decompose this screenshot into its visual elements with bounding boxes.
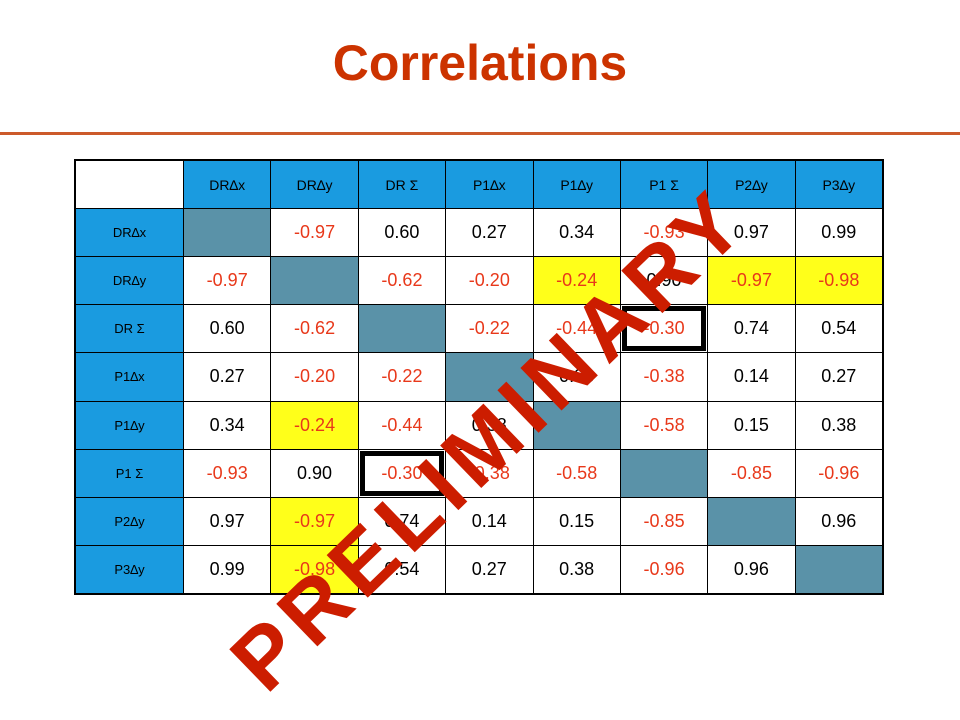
correlation-cell: -0.85 xyxy=(620,497,708,545)
correlation-cell: 0.96 xyxy=(795,497,882,545)
diagonal-cell xyxy=(446,353,533,401)
correlation-cell: 0.96 xyxy=(708,545,795,593)
correlation-cell: -0.38 xyxy=(620,353,708,401)
column-header: DR Σ xyxy=(358,161,446,209)
correlation-cell: -0.24 xyxy=(533,257,620,305)
correlation-cell: -0.96 xyxy=(620,545,708,593)
correlation-cell: -0.58 xyxy=(620,401,708,449)
correlation-table: DR∆x DR∆y DR Σ P1∆x P1∆y P1 Σ P2∆y P3∆y DR∆x -0.9… xyxy=(74,159,884,595)
correlation-cell: 0.99 xyxy=(795,209,882,257)
diagonal-cell xyxy=(533,401,620,449)
correlation-cell: 0.60 xyxy=(358,209,446,257)
correlation-cell: -0.97 xyxy=(271,497,358,545)
column-header: DR∆x xyxy=(184,161,271,209)
correlation-cell: 0.34 xyxy=(533,209,620,257)
correlation-cell: -0.97 xyxy=(708,257,795,305)
row-header: P1∆y xyxy=(76,401,183,449)
correlation-cell: 0.90 xyxy=(620,257,708,305)
diagonal-cell xyxy=(708,497,795,545)
row-header: P1 Σ xyxy=(76,449,183,497)
correlation-cell: -0.30 xyxy=(620,305,708,353)
correlation-cell: 0.54 xyxy=(358,545,446,593)
page-title: Correlations xyxy=(332,35,628,91)
correlation-cell: 0.54 xyxy=(795,305,882,353)
correlation-cell: -0.44 xyxy=(533,305,620,353)
correlation-cell: 0.38 xyxy=(533,353,620,401)
diagonal-cell xyxy=(795,545,882,593)
column-header: P1∆x xyxy=(446,161,533,209)
correlation-cell: 0.38 xyxy=(795,401,882,449)
correlation-cell: 0.15 xyxy=(533,497,620,545)
correlation-cell: -0.85 xyxy=(708,449,795,497)
column-header: DR∆y xyxy=(271,161,358,209)
correlation-cell: 0.15 xyxy=(708,401,795,449)
diagonal-cell xyxy=(620,449,708,497)
correlation-cell: -0.98 xyxy=(271,545,358,593)
correlation-cell: 0.74 xyxy=(708,305,795,353)
correlation-cell: 0.27 xyxy=(446,209,533,257)
correlation-cell: -0.24 xyxy=(271,401,358,449)
correlation-cell: 0.97 xyxy=(708,209,795,257)
correlation-cell: -0.22 xyxy=(446,305,533,353)
row-header: DR∆y xyxy=(76,257,183,305)
column-header: P1∆y xyxy=(533,161,620,209)
correlation-cell: -0.93 xyxy=(184,449,271,497)
diagonal-cell xyxy=(271,257,358,305)
correlation-cell: 0.74 xyxy=(358,497,446,545)
correlation-cell: -0.62 xyxy=(271,305,358,353)
correlation-cell: 0.34 xyxy=(184,401,271,449)
correlation-cell: 0.27 xyxy=(795,353,882,401)
column-header: P2∆y xyxy=(708,161,795,209)
correlation-cell: 0.27 xyxy=(184,353,271,401)
correlation-cell: -0.97 xyxy=(271,209,358,257)
correlation-cell: -0.38 xyxy=(446,449,533,497)
correlation-cell: 0.38 xyxy=(533,545,620,593)
correlation-cell: -0.96 xyxy=(795,449,882,497)
row-header: DR∆x xyxy=(76,209,183,257)
correlation-cell: 0.14 xyxy=(446,497,533,545)
correlation-cell: -0.58 xyxy=(533,449,620,497)
correlation-cell: -0.98 xyxy=(795,257,882,305)
correlation-cell: 0.99 xyxy=(184,545,271,593)
correlation-cell: 0.97 xyxy=(184,497,271,545)
correlation-cell: -0.44 xyxy=(358,401,446,449)
diagonal-cell xyxy=(184,209,271,257)
row-header: P1∆x xyxy=(76,353,183,401)
row-header: P2∆y xyxy=(76,497,183,545)
correlation-cell: -0.22 xyxy=(358,353,446,401)
correlation-cell: -0.62 xyxy=(358,257,446,305)
correlation-cell: 0.14 xyxy=(708,353,795,401)
title-divider xyxy=(0,132,960,135)
column-header: P3∆y xyxy=(795,161,882,209)
column-header: P1 Σ xyxy=(620,161,708,209)
correlation-cell: -0.30 xyxy=(358,449,446,497)
row-header: P3∆y xyxy=(76,545,183,593)
correlation-cell: -0.93 xyxy=(620,209,708,257)
correlation-cell: -0.20 xyxy=(271,353,358,401)
correlation-cell: -0.20 xyxy=(446,257,533,305)
correlation-cell: 0.90 xyxy=(271,449,358,497)
row-header: DR Σ xyxy=(76,305,183,353)
correlation-cell: -0.97 xyxy=(184,257,271,305)
correlation-cell: 0.27 xyxy=(446,545,533,593)
table-corner xyxy=(76,161,183,209)
diagonal-cell xyxy=(358,305,446,353)
correlation-cell: 0.38 xyxy=(446,401,533,449)
correlation-cell: 0.60 xyxy=(184,305,271,353)
